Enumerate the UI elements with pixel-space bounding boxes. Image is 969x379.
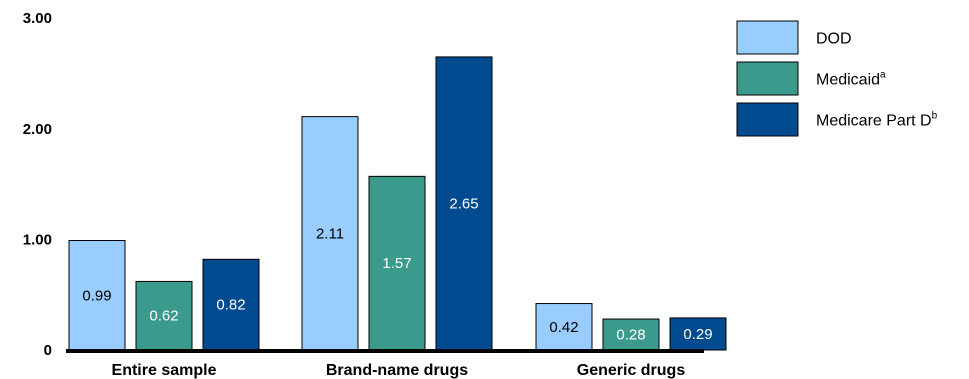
data-label: 0.28 [616,327,645,344]
data-label: 1.57 [382,255,411,272]
y-tick-label: 3.00 [23,10,52,27]
x-tick-label: Generic drugs [577,362,686,379]
data-label: 2.11 [316,225,344,242]
legend-label-text: Medicare Part D [816,113,932,130]
legend: DOD Medicaida Medicare Part Db [736,20,938,137]
legend-label: Medicare Part Db [816,111,938,130]
bar-dod [68,240,126,351]
bar-dod [301,116,359,351]
legend-label-text: Medicaid [816,72,880,89]
data-label: 0.42 [549,319,578,336]
x-tick-label: Brand-name drugs [326,362,468,379]
data-labels: 0.99 2.11 0.42 0.62 1.57 0.28 0.82 2.65 0.29 [82,195,712,343]
legend-swatch [736,20,799,55]
x-axis: Entire sample Brand-name drugs Generic dru… [66,349,704,379]
data-label: 0.62 [149,308,178,325]
y-tick-label: 1.00 [23,231,52,248]
bar-medicaid [368,175,426,351]
bar-medicaid [602,318,660,351]
y-tick-label: 2.00 [23,121,52,138]
legend-swatch [736,102,799,137]
data-label: 2.65 [449,195,478,212]
y-tick-label: 0 [44,342,52,359]
data-label: 0.99 [82,287,111,304]
legend-label-text: DOD [816,31,852,48]
bar-medicaid [135,280,193,351]
legend-label: DOD [816,31,852,48]
y-axis: 0 1.00 2.00 3.00 [23,10,52,359]
bar-medicare-part-d [435,56,493,351]
bars [68,56,727,351]
data-label: 0.82 [216,297,245,314]
data-label: 0.29 [683,326,712,343]
x-tick-label: Entire sample [112,362,217,379]
legend-label-superscript: b [932,111,938,122]
legend-label: Medicaida [816,70,886,89]
legend-swatch [736,61,799,96]
bar-dod [535,303,593,351]
legend-label-superscript: a [880,70,886,81]
